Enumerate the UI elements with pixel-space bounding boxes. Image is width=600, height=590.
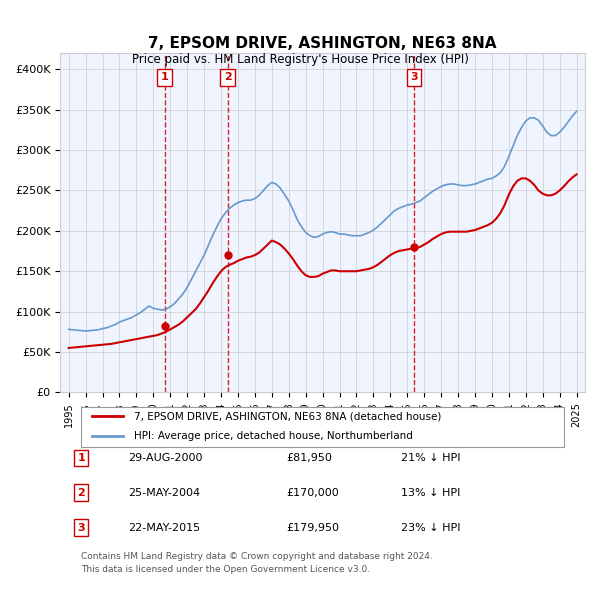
Text: 3: 3 (77, 523, 85, 533)
Text: HPI: Average price, detached house, Northumberland: HPI: Average price, detached house, Nort… (134, 431, 413, 441)
Text: 13% ↓ HPI: 13% ↓ HPI (401, 488, 461, 498)
Text: 22-MAY-2015: 22-MAY-2015 (128, 523, 200, 533)
Text: 2: 2 (224, 73, 232, 83)
Text: 23% ↓ HPI: 23% ↓ HPI (401, 523, 461, 533)
Title: 7, EPSOM DRIVE, ASHINGTON, NE63 8NA: 7, EPSOM DRIVE, ASHINGTON, NE63 8NA (148, 35, 497, 51)
Text: £170,000: £170,000 (286, 488, 338, 498)
Text: 21% ↓ HPI: 21% ↓ HPI (401, 453, 461, 463)
Text: Contains HM Land Registry data © Crown copyright and database right 2024.: Contains HM Land Registry data © Crown c… (81, 552, 433, 561)
Text: 2: 2 (77, 488, 85, 498)
Text: 25-MAY-2004: 25-MAY-2004 (128, 488, 200, 498)
Text: 29-AUG-2000: 29-AUG-2000 (128, 453, 203, 463)
Text: 1: 1 (161, 73, 169, 83)
Text: 3: 3 (410, 73, 418, 83)
Text: 1: 1 (77, 453, 85, 463)
Text: Price paid vs. HM Land Registry's House Price Index (HPI): Price paid vs. HM Land Registry's House … (131, 53, 469, 66)
Text: £81,950: £81,950 (286, 453, 332, 463)
Text: This data is licensed under the Open Government Licence v3.0.: This data is licensed under the Open Gov… (81, 565, 370, 574)
FancyBboxPatch shape (81, 407, 564, 447)
Text: 7, EPSOM DRIVE, ASHINGTON, NE63 8NA (detached house): 7, EPSOM DRIVE, ASHINGTON, NE63 8NA (det… (134, 411, 441, 421)
Text: £179,950: £179,950 (286, 523, 339, 533)
